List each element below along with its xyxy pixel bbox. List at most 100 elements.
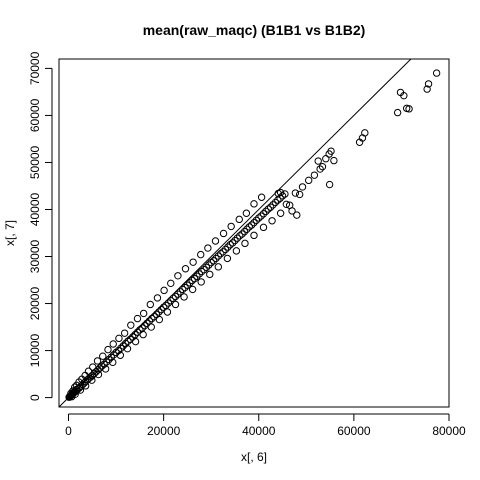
data-point bbox=[88, 376, 96, 384]
data-point bbox=[121, 339, 130, 348]
data-point bbox=[255, 214, 263, 222]
data-point bbox=[405, 105, 413, 113]
data-point bbox=[188, 285, 197, 294]
data-point bbox=[131, 330, 139, 339]
data-point bbox=[240, 227, 249, 236]
data-point bbox=[181, 265, 190, 273]
data-point bbox=[180, 293, 188, 301]
data-point bbox=[89, 363, 97, 371]
data-point bbox=[423, 85, 431, 93]
data-point bbox=[159, 303, 168, 311]
data-point bbox=[169, 294, 177, 303]
data-point bbox=[276, 188, 285, 197]
data-points bbox=[65, 69, 441, 401]
data-point bbox=[268, 217, 276, 225]
data-point bbox=[148, 314, 156, 323]
data-point bbox=[124, 337, 132, 345]
data-point bbox=[219, 248, 227, 256]
data-point bbox=[71, 388, 79, 396]
data-point bbox=[238, 230, 246, 238]
data-point bbox=[228, 239, 237, 247]
data-point bbox=[271, 198, 280, 207]
data-point bbox=[233, 234, 242, 242]
data-point bbox=[214, 263, 223, 271]
data-point bbox=[264, 205, 272, 213]
data-point bbox=[101, 365, 110, 373]
data-point bbox=[221, 245, 230, 254]
y-axis-label: x[, 7] bbox=[3, 220, 17, 246]
data-point bbox=[288, 207, 296, 215]
data-point bbox=[155, 308, 163, 316]
data-point bbox=[109, 358, 117, 367]
data-point bbox=[174, 290, 182, 298]
data-point bbox=[72, 385, 81, 394]
data-point bbox=[76, 386, 85, 394]
data-point bbox=[259, 210, 268, 218]
data-point bbox=[139, 330, 147, 339]
data-point bbox=[217, 249, 225, 258]
data-point bbox=[322, 155, 330, 163]
data-point bbox=[424, 80, 433, 88]
data-point bbox=[115, 334, 123, 343]
y-tick-label: 40000 bbox=[28, 192, 42, 226]
data-point bbox=[174, 272, 182, 280]
data-point bbox=[259, 223, 268, 232]
data-point bbox=[282, 200, 291, 209]
data-point bbox=[318, 162, 327, 171]
data-point bbox=[171, 300, 180, 309]
data-point bbox=[157, 305, 165, 314]
data-point bbox=[393, 108, 402, 117]
data-point bbox=[123, 344, 132, 353]
data-point bbox=[133, 314, 142, 323]
data-point bbox=[200, 265, 208, 274]
data-point bbox=[109, 340, 117, 348]
data-point bbox=[295, 190, 304, 199]
data-point bbox=[400, 91, 408, 100]
x-tick-label: 40000 bbox=[242, 424, 276, 438]
data-point bbox=[269, 201, 277, 209]
plot-frame bbox=[58, 58, 450, 408]
data-point bbox=[247, 221, 256, 229]
data-point bbox=[291, 189, 300, 197]
data-point bbox=[140, 321, 149, 330]
data-point bbox=[262, 207, 270, 216]
data-point bbox=[147, 323, 155, 331]
data-point bbox=[314, 157, 322, 165]
data-point bbox=[171, 292, 180, 301]
x-tick-label: 20000 bbox=[147, 424, 181, 438]
data-point bbox=[197, 250, 205, 259]
data-point bbox=[227, 222, 235, 231]
data-point bbox=[242, 209, 251, 217]
data-point bbox=[107, 353, 116, 361]
data-point bbox=[93, 357, 102, 365]
data-point bbox=[193, 272, 201, 280]
data-point bbox=[94, 370, 103, 379]
data-point bbox=[155, 315, 164, 324]
y-tick-label: 70000 bbox=[28, 51, 42, 85]
data-point bbox=[116, 351, 125, 359]
data-point bbox=[214, 252, 223, 260]
data-point bbox=[160, 286, 168, 295]
data-point bbox=[167, 297, 175, 305]
data-point bbox=[226, 241, 234, 249]
data-point bbox=[197, 278, 205, 286]
data-point bbox=[84, 367, 93, 375]
data-point bbox=[327, 147, 335, 155]
data-point bbox=[127, 321, 135, 329]
data-point bbox=[190, 274, 199, 283]
data-point bbox=[232, 247, 241, 255]
data-point bbox=[432, 69, 441, 77]
y-tick-label: 10000 bbox=[28, 334, 42, 368]
x-tick-label: 80000 bbox=[432, 424, 466, 438]
data-point bbox=[325, 180, 334, 189]
data-point bbox=[71, 383, 79, 391]
data-point bbox=[206, 270, 214, 279]
data-point bbox=[189, 258, 197, 266]
data-point bbox=[183, 281, 192, 289]
data-point bbox=[236, 232, 244, 240]
data-point bbox=[241, 239, 249, 248]
data-point bbox=[164, 299, 173, 307]
data-point bbox=[298, 183, 307, 191]
data-point bbox=[316, 165, 324, 173]
data-point bbox=[176, 288, 184, 296]
